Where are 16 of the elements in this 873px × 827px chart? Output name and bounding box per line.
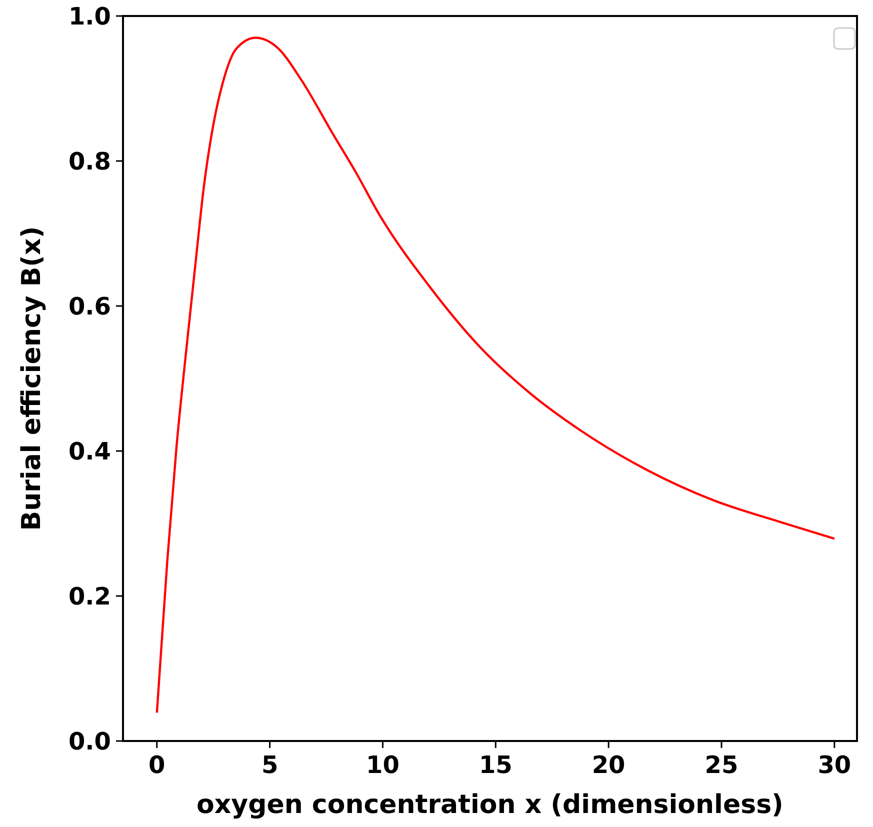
x-tick-label: 10 [366, 751, 400, 779]
x-tick-label: 20 [592, 751, 626, 779]
x-axis-title: oxygen concentration x (dimensionless) [196, 790, 784, 820]
x-tick-label: 25 [704, 751, 738, 779]
x-tick-label: 15 [478, 751, 512, 779]
x-tick-label: 30 [818, 751, 852, 779]
x-tick-label: 5 [261, 751, 278, 779]
y-tick-label: 0.6 [68, 292, 111, 320]
y-tick-label: 1.0 [68, 2, 111, 30]
y-tick-label: 0.4 [68, 437, 111, 466]
y-tick-label: 0.8 [68, 147, 111, 176]
x-tick-label: 0 [148, 751, 166, 779]
line-series [156, 36, 836, 714]
y-axis-title: Burial efficiency B(x) [17, 226, 47, 531]
y-tick-label: 0.0 [68, 727, 111, 756]
y-tick-label: 0.2 [68, 582, 111, 610]
